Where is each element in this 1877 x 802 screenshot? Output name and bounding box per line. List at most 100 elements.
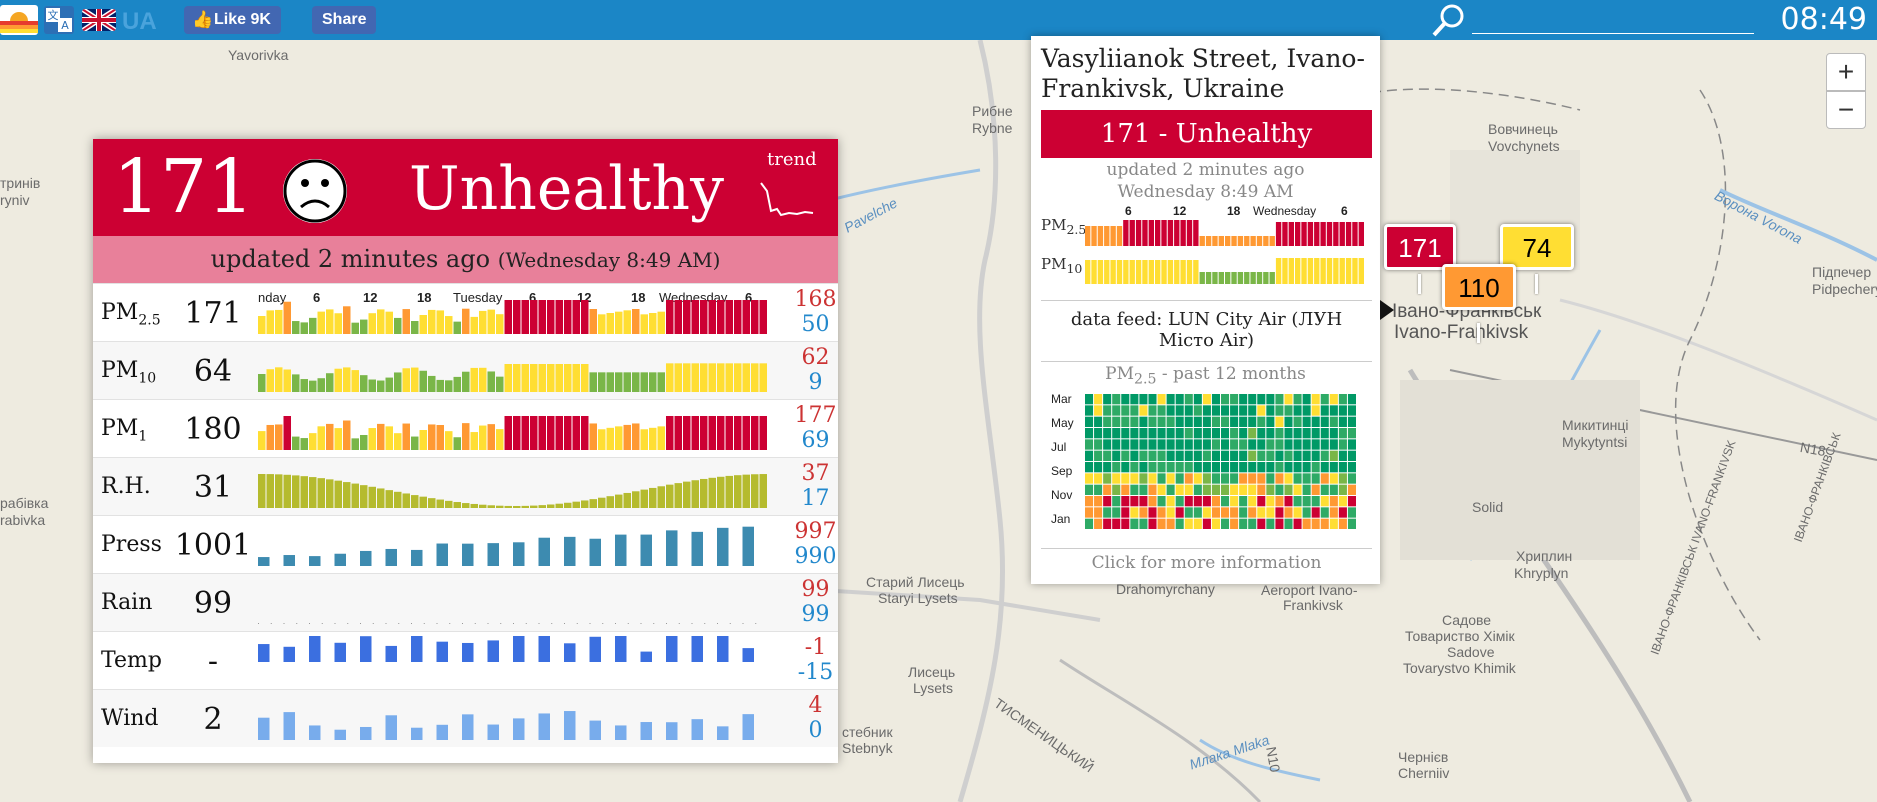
heatmap-cell: [1329, 484, 1338, 495]
zoom-in-button[interactable]: +: [1826, 53, 1866, 91]
chart-bar: [377, 380, 385, 392]
chart-bar: [691, 363, 699, 392]
chart-bar: [538, 416, 546, 450]
chart-bar: [564, 300, 572, 334]
row-rain[interactable]: Rain 99 99 99: [93, 573, 838, 631]
marker-value: 171: [1398, 233, 1442, 263]
heatmap-cell: [1347, 450, 1356, 461]
search-icon[interactable]: [1428, 2, 1468, 38]
chart-bar: [296, 623, 298, 624]
map-label: Lysets: [913, 680, 953, 696]
station-marker[interactable]: 74: [1500, 224, 1574, 270]
chart-bar: [521, 416, 529, 450]
station-marker[interactable]: 171: [1384, 224, 1456, 270]
heatmap-cell: [1221, 394, 1230, 405]
axis-label: 12: [363, 290, 378, 305]
heatmap-cell: [1175, 496, 1184, 507]
heatmap-cell: [1193, 507, 1202, 518]
zoom-out-button[interactable]: −: [1826, 91, 1866, 129]
heatmap-cell: [1302, 473, 1311, 484]
chart-bar: [487, 309, 495, 334]
chart-bar: [266, 369, 274, 392]
heatmap-cell: [1166, 484, 1175, 495]
heatmap-cell: [1284, 416, 1293, 427]
row-pm10[interactable]: PM10 64 62 9: [93, 341, 838, 399]
row-temperature[interactable]: Temp - -1 -15: [93, 631, 838, 689]
heatmap-cell: [1112, 394, 1121, 405]
heatmap-cell: [1284, 496, 1293, 507]
row-value: 64: [193, 354, 233, 389]
heatmap-cell: [1157, 450, 1166, 461]
heatmap-cell: [1148, 439, 1157, 450]
marker-stem: [1418, 274, 1421, 294]
chart-bar: [1326, 258, 1333, 284]
heatmap-cell: [1239, 518, 1248, 529]
heatmap-cell: [1338, 416, 1347, 427]
chart-bar: [666, 623, 667, 624]
chart-bar: [436, 379, 444, 392]
row-wind[interactable]: Wind 2 4 0: [93, 689, 838, 747]
chart-bar: [1116, 226, 1123, 246]
chart-bar: [423, 623, 425, 624]
row-pm25[interactable]: PM2.5 171 168 50: [93, 283, 838, 341]
chart-bar: [538, 364, 546, 392]
chart-bar: [1218, 236, 1224, 246]
chart-bar: [1352, 222, 1358, 246]
chart-bar: [462, 543, 474, 566]
heatmap-cell: [1302, 462, 1311, 473]
heatmap-cell: [1166, 496, 1175, 507]
heatmap-cell: [1230, 450, 1239, 461]
chart-bar: [317, 311, 325, 334]
chart-bar: [1110, 226, 1116, 246]
chart-bar: [462, 308, 470, 334]
heatmap-cell: [1302, 507, 1311, 518]
chart-bar: [717, 726, 729, 740]
data-feed-link[interactable]: data feed: LUN City Air (ЛУН Місто Air): [1041, 300, 1372, 362]
chart-bar: [1218, 272, 1224, 284]
heatmap-cell: [1338, 496, 1347, 507]
row-label-sub: 10: [138, 370, 157, 387]
row-max: 4: [808, 693, 823, 718]
chart-bar: [411, 436, 419, 450]
heatmap-cell: [1175, 473, 1184, 484]
heatmap-cell: [1248, 518, 1257, 529]
heatmap-cell: [1193, 496, 1202, 507]
uk-flag-icon[interactable]: [82, 9, 116, 31]
search-input[interactable]: [1472, 8, 1754, 32]
aqi-panel[interactable]: 171 Unhealthy trend updated 2 minutes ag…: [93, 139, 838, 763]
heatmap-cell: [1085, 496, 1094, 507]
chart-bar: [1085, 260, 1091, 284]
row-label-text: PM: [101, 358, 139, 383]
heatmap-cell: [1275, 416, 1284, 427]
chart-bar: [1263, 236, 1269, 246]
facebook-share-button[interactable]: Share: [312, 6, 377, 34]
row-chart: [258, 636, 754, 662]
heatmap-cell: [1166, 518, 1175, 529]
heatmap-cell: [1257, 405, 1266, 416]
marker-value: 74: [1522, 233, 1552, 263]
map-label: ryniv: [0, 192, 30, 208]
chart-bar: [334, 729, 346, 740]
heatmap-cell: [1193, 405, 1202, 416]
row-pressure[interactable]: Press 1001 997 990: [93, 515, 838, 573]
chart-bar: [1161, 220, 1167, 246]
row-chart: [258, 363, 767, 392]
chart-bar: [1123, 220, 1129, 246]
chart-bar: [411, 636, 423, 662]
row-humidity[interactable]: R.H. 31 37 17: [93, 457, 838, 515]
heatmap-cell: [1094, 439, 1103, 450]
heatmap-cell: [1284, 428, 1293, 439]
row-pm1[interactable]: PM1 180 177 69: [93, 399, 838, 457]
weather-icon[interactable]: [0, 5, 38, 35]
map-label: рабівка: [0, 495, 49, 511]
facebook-like-button[interactable]: 👍 Like 9K: [184, 6, 281, 34]
row-min: 99: [801, 602, 830, 627]
heatmap-cell: [1266, 416, 1275, 427]
chart-bar: [742, 714, 754, 740]
chart-bar: [419, 496, 427, 508]
station-popup[interactable]: Vasyliianok Street, Ivano-Frankivsk, Ukr…: [1031, 36, 1380, 584]
chart-bar: [283, 712, 295, 740]
more-info-link[interactable]: Click for more information: [1041, 548, 1372, 573]
station-marker[interactable]: 110: [1442, 264, 1516, 310]
